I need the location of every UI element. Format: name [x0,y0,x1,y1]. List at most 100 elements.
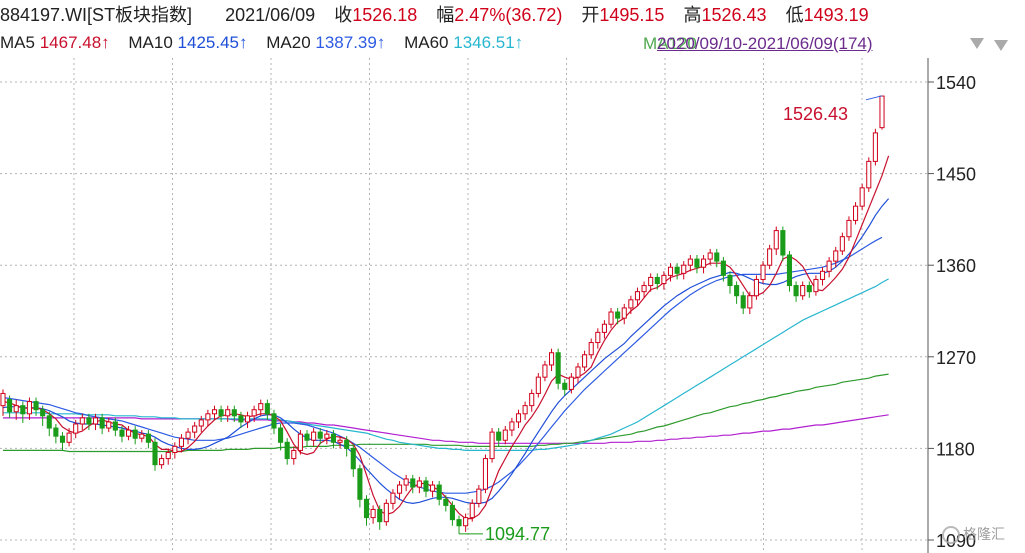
candle-body [760,264,766,280]
high-pointer [865,95,883,101]
ma10-label: MA10 [128,33,173,52]
candle-body [595,331,601,344]
ma250-line [3,414,889,444]
candle-body [33,401,39,411]
candle-body [258,403,264,411]
candle-body [872,132,878,162]
candle-body [7,399,13,413]
date-range-text: 2020/09/10-2021/06/09(174) [657,34,873,53]
candle-body [449,504,455,521]
candle-body [73,423,79,434]
candle-body [26,401,32,415]
candle-body [707,252,713,260]
candle-body [687,258,693,266]
candle-body [839,236,845,252]
candle-body [641,285,647,293]
candle-body [198,419,204,427]
dropdown-arrow-icon-2[interactable] [994,40,1008,51]
candle-body [575,366,581,378]
high-value: 1526.43 [701,5,767,25]
ma20-value: 1387.39↑ [315,33,386,52]
candle-body [370,508,376,519]
candle-body [238,415,244,423]
ma60-value: 1346.51↑ [453,33,524,52]
candle-body [634,291,641,301]
candle-body [423,480,429,492]
candle-body [278,427,284,443]
candle-body [172,445,178,453]
candle-body [747,295,753,309]
candle-body [853,205,859,221]
y-tick-label: 1180 [936,439,975,459]
candle-body [879,95,885,129]
candle-body [859,187,865,207]
change-value: 2.47%(36.72) [454,5,563,25]
candle-body [344,439,350,449]
candle-body [165,451,171,460]
quote-date: 2021/06/09 [225,5,316,25]
candle-body [866,160,872,189]
candle-body [727,274,733,287]
candle-body [582,354,588,368]
candle-body [628,299,634,309]
candle-body [568,376,574,390]
low-value: 1493.19 [803,5,869,25]
candle-body [119,429,125,437]
candle-body [112,421,118,431]
candle-body [383,502,389,523]
candle-body [297,433,303,451]
open-label: 开 [581,5,600,25]
candle-body [416,480,422,488]
candle-body [106,421,112,429]
y-tick-label: 1360 [936,256,976,276]
close-value: 1526.18 [352,5,418,25]
candle-body [244,415,251,423]
change-label: 幅 [436,5,455,25]
candle-body [469,502,475,519]
ma5-line [2,155,890,520]
candle-body [152,441,158,466]
candle-body [476,488,482,504]
candle-body [588,342,594,356]
candle-body [674,266,680,274]
candle-body [780,230,786,256]
candle-body [463,517,469,527]
candle-body [377,508,383,523]
candle-body [178,437,184,447]
candle-body [648,276,654,287]
candle-body [819,270,826,280]
candle-body [363,498,370,519]
candle-body [456,519,462,527]
candle-body [654,276,660,285]
candle-body [562,382,568,390]
ma60-line [3,278,889,451]
candle-body [773,230,779,250]
candle-body [218,409,224,417]
candle-body [159,458,165,466]
candle-body [13,405,19,413]
candle-body [350,447,356,470]
y-tick-label: 1270 [936,348,976,368]
candle-body [813,278,819,293]
ma20-line [2,236,883,494]
candle-body [681,264,687,274]
ma120-line [3,373,889,453]
candle-body [66,432,72,443]
candle-body [396,484,403,494]
dropdown-arrow-icon[interactable] [970,38,984,49]
candle-body [403,478,409,486]
ma10-value: 1425.45↑ [177,33,248,52]
close-label: 收 [334,5,353,25]
candle-body [284,441,290,460]
candle-body [694,258,700,268]
candle-body [436,484,442,500]
candle-body [231,409,237,417]
candle-body [767,248,773,266]
candle-body [271,413,277,429]
candle-body [304,433,310,441]
candle-body [430,484,436,492]
candle-body [40,409,46,417]
candle-body [833,250,839,262]
candle-body [145,433,151,443]
